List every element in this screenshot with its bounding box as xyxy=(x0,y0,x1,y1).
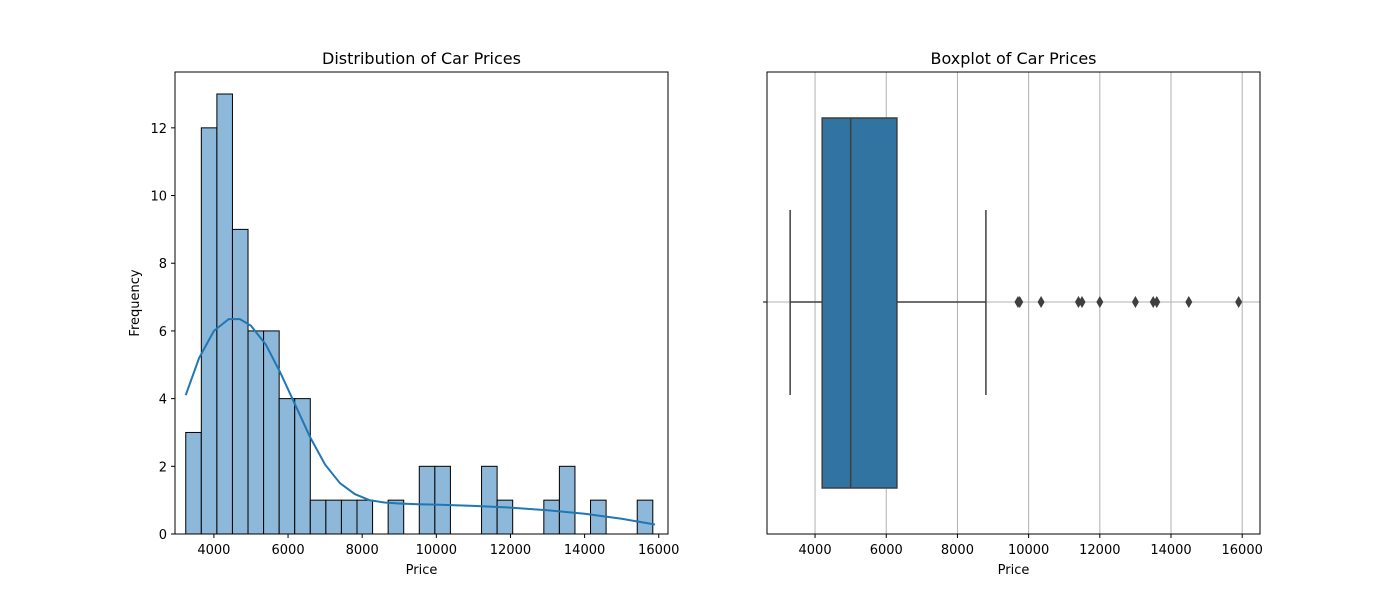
histogram-x-ticks: 4000 6000 8000 10000 12000 14000 16000 xyxy=(197,534,679,558)
histogram-bar xyxy=(356,499,374,535)
y-tick-label: 0 xyxy=(159,528,167,543)
histogram-bar xyxy=(636,499,654,535)
histogram-bar xyxy=(434,465,451,535)
outlier-point xyxy=(1185,296,1193,308)
histogram-y-ticks: 0 2 4 6 8 10 12 xyxy=(150,122,175,543)
histogram-bar xyxy=(387,499,405,535)
histogram-bar xyxy=(418,465,436,535)
y-tick-label: 10 xyxy=(150,190,167,205)
boxplot-x-axis-label: Price xyxy=(998,563,1030,578)
histogram-bars xyxy=(185,93,654,535)
histogram-bar xyxy=(216,93,233,535)
histogram-bar xyxy=(481,465,498,535)
histogram-panel: Distribution of Car Prices 4000 6000 8000 1… xyxy=(128,49,679,578)
outlier-point xyxy=(1074,296,1082,308)
histogram-bar xyxy=(247,330,265,535)
boxplot-axes-frame xyxy=(766,71,1261,535)
histogram-bar xyxy=(340,499,358,535)
interquartile-box xyxy=(821,117,898,489)
y-tick-label: 8 xyxy=(159,257,167,272)
histogram-x-axis-label: Price xyxy=(406,563,438,578)
x-tick-label: 12000 xyxy=(490,543,531,558)
x-tick-label: 6000 xyxy=(272,543,305,558)
x-tick-label: 4000 xyxy=(197,543,230,558)
histogram-bar xyxy=(496,499,514,535)
histogram-axes-frame xyxy=(174,71,669,535)
y-tick-label: 4 xyxy=(159,393,167,408)
x-tick-label: 10000 xyxy=(1008,543,1049,558)
boxplot-elements xyxy=(789,117,1243,489)
x-tick-label: 4000 xyxy=(799,543,832,558)
histogram-bar xyxy=(263,330,280,535)
x-tick-label: 14000 xyxy=(564,543,605,558)
kde-line xyxy=(184,318,656,526)
outlier-point xyxy=(1078,296,1086,308)
histogram-y-axis-label: Frequency xyxy=(128,269,143,336)
histogram-title: Distribution of Car Prices xyxy=(322,49,521,68)
outlier-point xyxy=(1131,296,1139,308)
y-tick-label: 6 xyxy=(159,325,167,340)
boxplot-title: Boxplot of Car Prices xyxy=(930,49,1096,68)
x-tick-label: 10000 xyxy=(416,543,457,558)
histogram-bar xyxy=(558,465,576,535)
x-tick-label: 14000 xyxy=(1150,543,1191,558)
histogram-bar xyxy=(185,431,202,535)
x-tick-label: 12000 xyxy=(1079,543,1120,558)
outlier-point xyxy=(1153,296,1161,308)
histogram-bar xyxy=(309,499,327,535)
outlier-point xyxy=(1149,296,1157,308)
y-tick-label: 12 xyxy=(150,122,167,137)
histogram-bar xyxy=(231,228,249,535)
outlier-point xyxy=(1096,296,1104,308)
outlier-point xyxy=(1037,296,1045,308)
histogram-bar xyxy=(543,499,560,535)
histogram-bar xyxy=(325,499,342,535)
outlier-point xyxy=(1235,296,1243,308)
x-tick-label: 6000 xyxy=(870,543,903,558)
y-tick-label: 2 xyxy=(159,460,167,475)
x-tick-label: 16000 xyxy=(638,543,679,558)
x-tick-label: 8000 xyxy=(941,543,974,558)
boxplot-x-ticks: 4000 6000 8000 10000 12000 14000 16000 xyxy=(799,534,1263,558)
x-tick-label: 16000 xyxy=(1222,543,1263,558)
outlier-point xyxy=(1016,296,1024,308)
histogram-bar xyxy=(278,398,296,535)
boxplot-panel: Boxplot of Car Prices 4000 6000 8000 10000 1… xyxy=(763,49,1263,578)
x-tick-label: 8000 xyxy=(346,543,379,558)
